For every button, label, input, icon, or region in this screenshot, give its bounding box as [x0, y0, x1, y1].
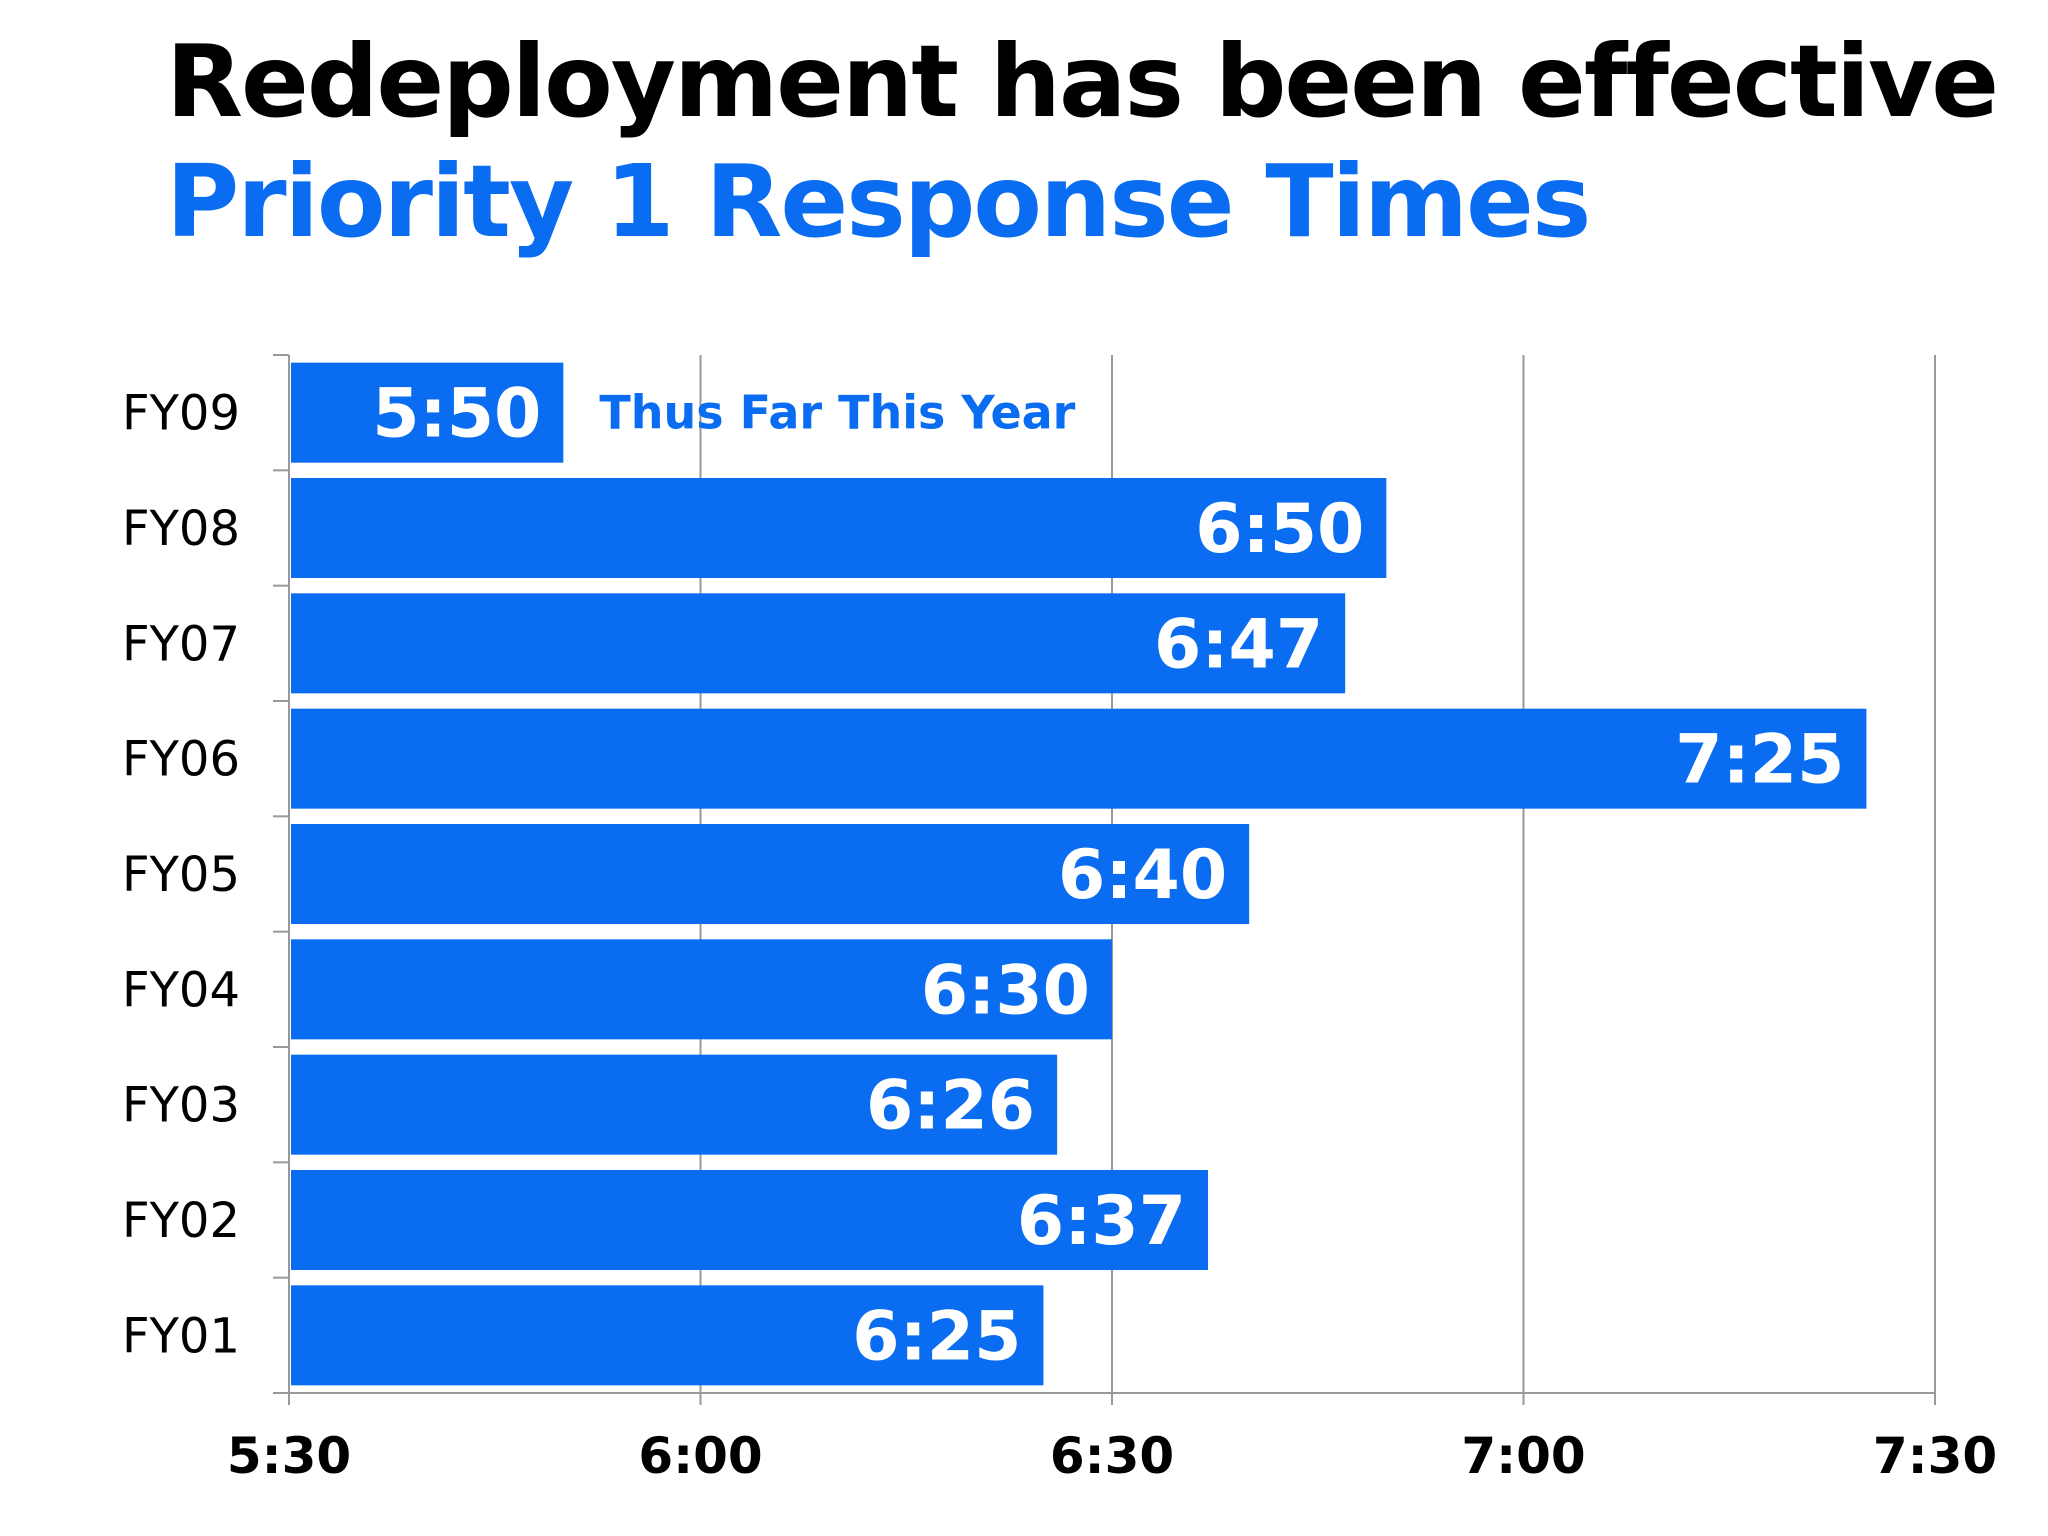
y-category-label: FY01 — [122, 1308, 240, 1364]
bar-value-label: 6:37 — [1017, 1182, 1186, 1261]
chart-subtitle: Priority 1 Response Times — [166, 143, 1591, 260]
x-tick-label: 6:00 — [638, 1427, 762, 1485]
x-tick-label: 5:30 — [227, 1427, 351, 1485]
bar-fy07 — [291, 593, 1346, 694]
bar-fy06 — [291, 708, 1867, 809]
bar-fy01 — [291, 1285, 1044, 1386]
bar-fy09 — [291, 362, 564, 463]
x-tick-label: 6:30 — [1050, 1427, 1174, 1485]
y-category-label: FY04 — [122, 962, 240, 1018]
bar-fy02 — [291, 1170, 1209, 1270]
bar-value-label: 5:50 — [372, 375, 541, 454]
y-category-label: FY06 — [122, 732, 240, 788]
annotation-label: Thus Far This Year — [599, 386, 1075, 440]
y-category-label: FY07 — [122, 616, 240, 672]
y-category-label: FY03 — [122, 1078, 240, 1134]
bar-value-label: 6:50 — [1195, 490, 1364, 569]
bar-value-label: 6:26 — [866, 1067, 1035, 1146]
bar-value-label: 6:30 — [921, 951, 1090, 1030]
labels: 5:30 6:00 6:30 7:00 7:30 5:50 FY09 6:50 FY08 6:47… — [122, 375, 1997, 1485]
chart-title: Redeployment has been effective — [166, 23, 1999, 140]
bar-value-label: 7:25 — [1675, 721, 1844, 800]
bar-value-label: 6:47 — [1154, 605, 1323, 684]
bar-value-label: 6:40 — [1058, 836, 1227, 915]
y-category-label: FY09 — [122, 386, 240, 442]
bar-fy04 — [291, 939, 1112, 1040]
bar-fy08 — [291, 478, 1387, 578]
bar-fy05 — [291, 824, 1250, 924]
x-tick-label: 7:30 — [1873, 1427, 1997, 1485]
x-tick-label: 7:00 — [1461, 1427, 1585, 1485]
bar-fy03 — [291, 1054, 1058, 1155]
axes — [273, 354, 1936, 1405]
y-category-label: FY05 — [122, 847, 240, 903]
y-category-label: FY02 — [122, 1193, 240, 1249]
bars — [291, 362, 1867, 1386]
y-category-label: FY08 — [122, 501, 240, 557]
bar-value-label: 6:25 — [852, 1297, 1021, 1376]
